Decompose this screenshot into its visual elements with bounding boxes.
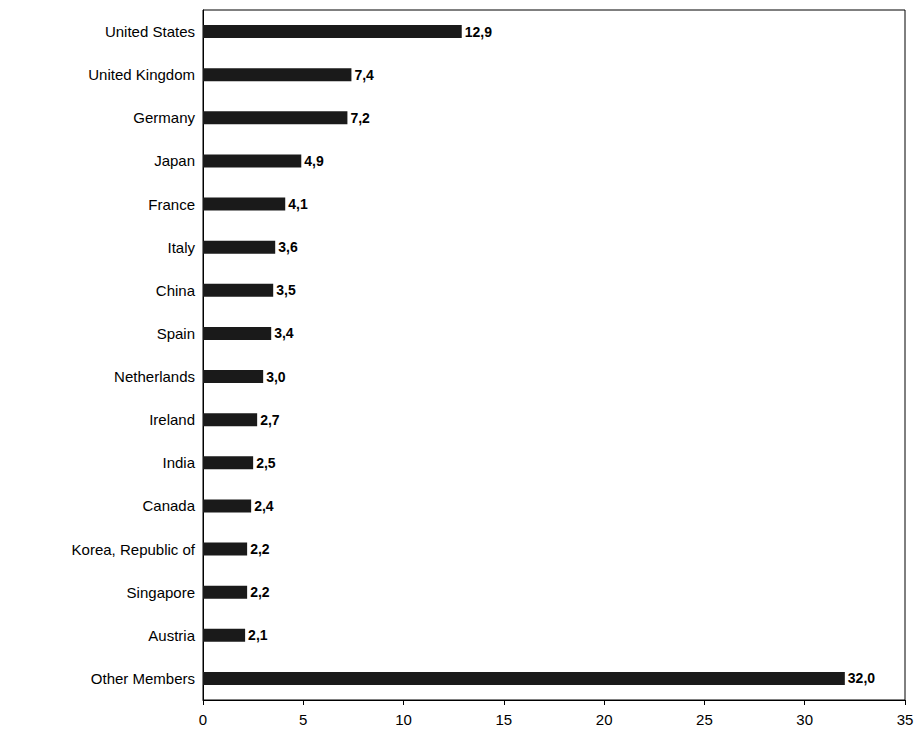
svg-text:32,0: 32,0 [848,670,875,686]
svg-text:Netherlands: Netherlands [114,368,195,385]
svg-text:20: 20 [596,711,613,728]
svg-text:United Kingdom: United Kingdom [88,66,195,83]
svg-text:Japan: Japan [154,152,195,169]
svg-text:India: India [162,454,195,471]
svg-text:3,6: 3,6 [278,239,298,255]
svg-text:Korea, Republic of: Korea, Republic of [72,541,196,558]
svg-text:China: China [156,282,196,299]
svg-text:Spain: Spain [157,325,195,342]
svg-text:10: 10 [395,711,412,728]
svg-text:Germany: Germany [133,109,195,126]
svg-text:2,1: 2,1 [248,627,268,643]
svg-text:2,5: 2,5 [256,455,276,471]
svg-text:United States: United States [105,23,195,40]
svg-text:12,9: 12,9 [465,24,492,40]
svg-text:7,4: 7,4 [354,67,374,83]
svg-text:2,7: 2,7 [260,412,280,428]
svg-text:3,0: 3,0 [266,369,286,385]
svg-text:30: 30 [796,711,813,728]
svg-text:Italy: Italy [167,239,195,256]
svg-text:2,2: 2,2 [250,541,270,557]
svg-text:Canada: Canada [142,497,195,514]
svg-text:0: 0 [199,711,207,728]
svg-text:France: France [148,196,195,213]
svg-text:3,4: 3,4 [274,325,294,341]
svg-text:5: 5 [299,711,307,728]
svg-text:4,9: 4,9 [304,153,324,169]
svg-text:4,1: 4,1 [288,196,308,212]
svg-text:Other Members: Other Members [91,670,195,687]
svg-text:Austria: Austria [148,627,195,644]
svg-text:35: 35 [897,711,914,728]
svg-text:Singapore: Singapore [127,584,195,601]
svg-text:3,5: 3,5 [276,282,296,298]
svg-text:25: 25 [696,711,713,728]
svg-text:7,2: 7,2 [350,110,370,126]
svg-text:2,2: 2,2 [250,584,270,600]
svg-text:Ireland: Ireland [149,411,195,428]
svg-text:15: 15 [496,711,513,728]
svg-text:2,4: 2,4 [254,498,274,514]
